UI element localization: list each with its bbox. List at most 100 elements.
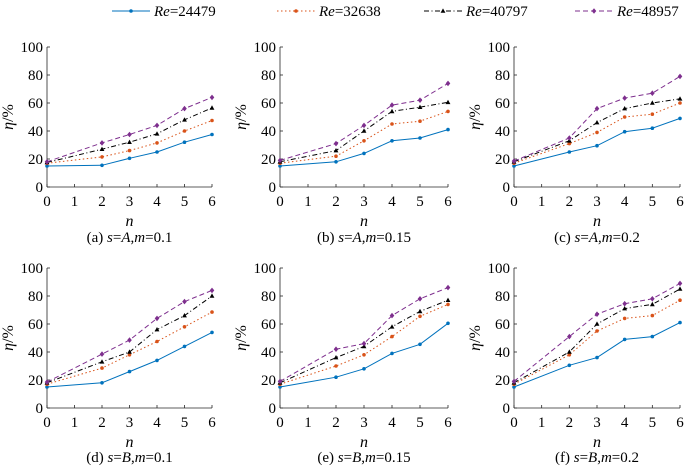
data-point	[334, 364, 338, 368]
series-line	[46, 96, 213, 163]
legend-re: Re	[465, 4, 482, 20]
y-axis-label-unit: /%	[0, 325, 17, 343]
x-tick-label: 0	[510, 415, 518, 431]
y-tick-label: 80	[28, 68, 43, 84]
caption-var-s: s	[338, 230, 344, 246]
data-point	[155, 339, 159, 344]
y-tick-label: 100	[21, 261, 44, 277]
x-tick-label: 1	[538, 415, 546, 431]
x-tick-label: 6	[208, 194, 216, 210]
x-tick-label: 6	[444, 415, 452, 431]
legend-label: Re=40797	[465, 4, 528, 20]
y-tick-label: 100	[254, 40, 277, 56]
data-point	[333, 355, 339, 360]
data-point	[100, 381, 104, 385]
data-point	[622, 95, 627, 101]
y-tick-label: 80	[261, 289, 276, 305]
data-point	[127, 131, 132, 138]
data-point	[182, 129, 187, 133]
y-tick-label: 20	[28, 373, 43, 389]
series-line	[513, 288, 681, 384]
x-tick-label: 0	[510, 194, 518, 210]
data-point	[622, 106, 628, 111]
y-axis-label-var: η	[233, 343, 250, 351]
legend-item: Re=40797	[424, 4, 528, 20]
caption-var-s: s	[338, 450, 344, 466]
data-series	[512, 320, 682, 389]
x-tick-label: 5	[181, 194, 189, 210]
data-point	[127, 156, 132, 161]
y-axis-label: η/%	[467, 325, 484, 351]
series-line	[279, 322, 449, 388]
data-point	[566, 349, 572, 354]
data-point	[440, 8, 446, 13]
data-point	[417, 296, 423, 302]
data-point	[362, 367, 366, 371]
data-point	[182, 325, 187, 329]
series-line	[279, 129, 449, 167]
data-point	[567, 333, 572, 340]
series-line	[46, 289, 213, 383]
caption-prefix: (d)	[86, 450, 107, 466]
caption-rest: =0.1	[146, 450, 173, 466]
data-point	[649, 100, 655, 105]
data-point	[182, 105, 187, 112]
caption-var-m: m	[134, 230, 145, 246]
y-axis-label-var: η	[233, 122, 250, 130]
data-point	[591, 8, 597, 14]
data-point	[567, 135, 572, 141]
x-tick-label: 2	[332, 194, 340, 210]
y-tick-label: 0	[503, 401, 511, 417]
caption-var-m: m	[602, 230, 613, 246]
data-point	[333, 346, 339, 352]
y-tick-label: 60	[28, 96, 43, 112]
legend: Re=24479 Re=32638 Re=40797 Re=48957	[112, 4, 679, 20]
caption-var-m: m	[365, 450, 376, 466]
data-point	[594, 120, 600, 125]
data-series	[44, 105, 215, 165]
y-tick-label: 60	[28, 317, 43, 333]
y-tick-label: 40	[495, 345, 510, 361]
caption-value: A	[352, 230, 363, 246]
data-point	[155, 141, 159, 145]
panel-caption: (d) s=B,m=0.1	[86, 450, 173, 466]
data-point	[594, 311, 600, 317]
data-point	[445, 99, 451, 105]
data-point	[294, 9, 298, 13]
panel-caption: (b) s=A,m=0.15	[317, 230, 411, 246]
legend-value: =24479	[170, 4, 216, 20]
data-point	[127, 337, 132, 343]
series-line	[513, 299, 681, 385]
x-tick-label: 4	[388, 194, 396, 210]
y-axis-label: η/%	[233, 104, 250, 130]
y-axis-label-unit: /%	[233, 104, 250, 122]
data-point	[155, 150, 159, 154]
y-tick-label: 40	[261, 345, 276, 361]
data-point	[334, 154, 338, 158]
data-series	[45, 132, 214, 168]
caption-var-m: m	[365, 230, 376, 246]
data-point	[278, 164, 282, 168]
x-tick-label: 3	[126, 194, 134, 210]
y-tick-label: 100	[254, 261, 277, 277]
data-point	[100, 155, 104, 159]
series-line	[46, 134, 213, 167]
data-point	[677, 96, 683, 101]
y-axis-label-unit: /%	[467, 325, 484, 343]
data-point	[650, 126, 655, 130]
data-point	[594, 321, 600, 326]
data-point	[277, 378, 283, 385]
data-point	[677, 280, 683, 287]
data-series	[45, 310, 214, 387]
y-axis-label-unit: /%	[233, 325, 250, 343]
legend-value: =32638	[335, 4, 381, 20]
data-point	[417, 104, 423, 109]
data-point	[127, 353, 132, 357]
series-line	[279, 101, 449, 163]
data-point	[595, 329, 599, 333]
data-point	[622, 306, 628, 311]
y-tick-label: 60	[495, 96, 510, 112]
data-point	[390, 139, 394, 143]
